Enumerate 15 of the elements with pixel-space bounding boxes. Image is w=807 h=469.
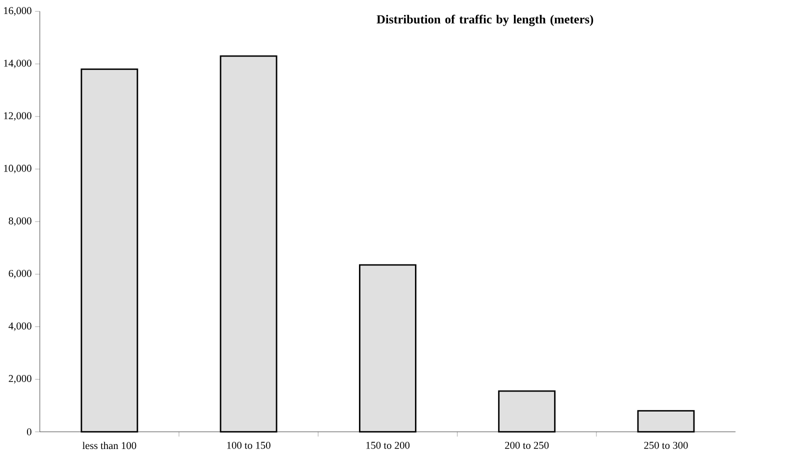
y-tick-label: 0 xyxy=(26,428,32,436)
y-tick-label: 8,000 xyxy=(8,217,32,226)
y-tick-label: 12,000 xyxy=(4,112,32,121)
y-tick-label: 6,000 xyxy=(8,270,32,278)
y-tick-label: 10,000 xyxy=(4,164,32,174)
x-tick-label: 200 to 250 xyxy=(505,442,549,449)
chart-title: Distribution of traffic by length (meters) xyxy=(376,14,594,26)
x-tick-label: 250 to 300 xyxy=(644,442,688,449)
x-tick-label: 150 to 200 xyxy=(366,442,410,449)
y-tick-label: 16,000 xyxy=(4,7,32,16)
y-tick-label: 4,000 xyxy=(8,322,32,332)
x-tick-label: 100 to 150 xyxy=(227,442,270,449)
x-tick-label: less than 100 xyxy=(82,442,136,450)
y-tick-label: 14,000 xyxy=(4,60,32,68)
y-tick-label: 2,000 xyxy=(8,375,32,384)
